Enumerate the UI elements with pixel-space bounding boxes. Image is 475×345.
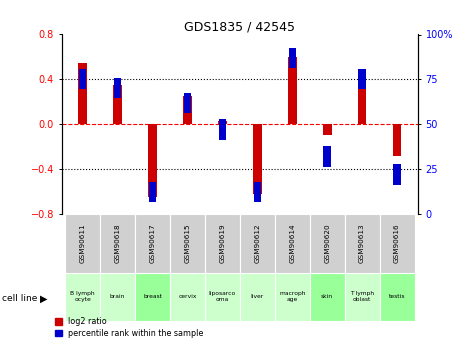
Bar	[114, 78, 121, 98]
Bar	[148, 124, 157, 197]
Text: GSM90618: GSM90618	[114, 224, 121, 263]
Bar	[184, 92, 191, 113]
Text: B lymph
ocyte: B lymph ocyte	[70, 291, 95, 302]
Bar	[358, 77, 367, 124]
Bar	[310, 214, 345, 273]
Title: GDS1835 / 42545: GDS1835 / 42545	[184, 20, 295, 33]
Bar	[393, 164, 401, 185]
Text: macroph
age: macroph age	[279, 291, 305, 302]
Bar	[100, 273, 135, 321]
Bar	[65, 273, 100, 321]
Bar	[393, 124, 401, 156]
Text: cervix: cervix	[178, 294, 197, 299]
Bar	[135, 273, 170, 321]
Bar	[345, 214, 380, 273]
Bar	[288, 57, 296, 124]
Bar	[323, 146, 331, 167]
Bar	[240, 273, 275, 321]
Bar	[205, 214, 240, 273]
Bar	[380, 214, 415, 273]
Text: liver: liver	[251, 294, 264, 299]
Bar	[359, 69, 366, 89]
Text: GSM90620: GSM90620	[324, 224, 330, 263]
Text: GSM90617: GSM90617	[150, 224, 155, 263]
Bar	[78, 62, 87, 124]
Text: breast: breast	[143, 294, 162, 299]
Bar	[380, 273, 415, 321]
Text: GSM90619: GSM90619	[219, 224, 226, 263]
Text: GSM90616: GSM90616	[394, 224, 400, 263]
Bar	[288, 48, 296, 68]
Bar	[205, 273, 240, 321]
Text: skin: skin	[321, 294, 333, 299]
Bar	[253, 124, 262, 194]
Legend: log2 ratio, percentile rank within the sample: log2 ratio, percentile rank within the s…	[51, 314, 207, 341]
Text: brain: brain	[110, 294, 125, 299]
Text: GSM90611: GSM90611	[80, 224, 86, 263]
Bar	[149, 182, 156, 203]
Bar	[65, 214, 100, 273]
Bar	[254, 182, 261, 203]
Text: GSM90613: GSM90613	[359, 224, 365, 263]
Bar	[218, 121, 227, 124]
Bar	[183, 96, 192, 124]
Bar	[170, 273, 205, 321]
Bar	[345, 273, 380, 321]
Bar	[310, 273, 345, 321]
Bar	[135, 214, 170, 273]
Bar	[218, 119, 226, 140]
Bar	[275, 214, 310, 273]
Bar	[275, 273, 310, 321]
Text: GSM90615: GSM90615	[184, 224, 190, 263]
Text: ▶: ▶	[40, 294, 48, 303]
Text: cell line: cell line	[2, 294, 38, 303]
Bar	[79, 69, 86, 89]
Text: testis: testis	[389, 294, 405, 299]
Text: liposarco
oma: liposarco oma	[209, 291, 236, 302]
Bar	[100, 214, 135, 273]
Text: GSM90614: GSM90614	[289, 224, 295, 263]
Bar	[240, 214, 275, 273]
Bar	[113, 85, 122, 124]
Text: T lymph
oblast: T lymph oblast	[350, 291, 374, 302]
Bar	[323, 124, 332, 135]
Bar	[170, 214, 205, 273]
Text: GSM90612: GSM90612	[254, 224, 260, 263]
